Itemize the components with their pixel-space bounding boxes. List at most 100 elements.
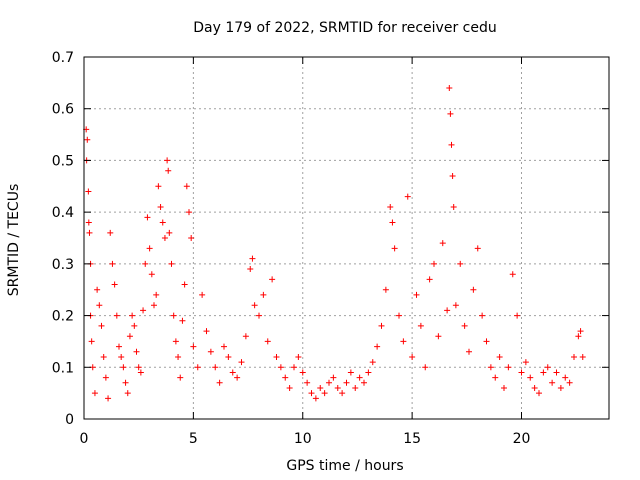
data-point: [194, 364, 201, 371]
data-point: [131, 322, 138, 329]
data-point: [435, 333, 442, 340]
data-point: [207, 348, 214, 355]
data-point: [216, 379, 223, 386]
data-point: [447, 110, 454, 117]
data-point: [111, 281, 118, 288]
data-point: [94, 286, 101, 293]
data-point: [449, 172, 456, 179]
data-point: [157, 203, 164, 210]
data-point: [109, 260, 116, 267]
data-point: [199, 291, 206, 298]
data-point: [175, 353, 182, 360]
y-tick-label: 0.5: [52, 153, 74, 169]
data-points: [83, 85, 586, 402]
data-point: [203, 328, 210, 335]
data-point: [450, 203, 457, 210]
data-point: [566, 379, 573, 386]
data-point: [352, 384, 359, 391]
data-point: [137, 369, 144, 376]
data-point: [501, 384, 507, 391]
data-point: [247, 266, 254, 273]
data-point: [446, 85, 453, 92]
data-point: [91, 390, 98, 397]
data-point: [100, 353, 107, 360]
data-point: [85, 219, 92, 226]
data-point: [536, 390, 542, 397]
data-point: [120, 364, 127, 371]
y-axis-title: SRMTID / TECUs: [6, 184, 22, 297]
data-point: [579, 353, 586, 360]
data-point: [470, 286, 477, 293]
y-tick-label: 0.3: [52, 257, 74, 273]
data-point: [86, 229, 93, 236]
data-point: [466, 348, 472, 355]
data-point: [339, 390, 346, 397]
x-tick-label: 15: [403, 431, 421, 447]
data-point: [165, 167, 172, 174]
data-point: [330, 374, 337, 381]
data-point: [212, 364, 219, 371]
data-point: [369, 359, 376, 366]
data-point: [409, 353, 416, 360]
data-point: [186, 209, 192, 216]
y-tick-label: 0.4: [52, 205, 74, 221]
y-tick-label: 0.2: [52, 309, 74, 325]
data-point: [413, 291, 420, 298]
x-axis-title: GPS time / hours: [286, 458, 403, 474]
data-point: [544, 364, 551, 371]
data-point: [389, 219, 396, 226]
data-point: [299, 369, 306, 376]
data-point: [129, 312, 136, 319]
data-point: [439, 240, 446, 247]
data-point: [107, 229, 114, 236]
data-point: [179, 317, 186, 324]
data-point: [142, 260, 149, 267]
data-point: [444, 307, 451, 314]
data-point: [417, 322, 424, 329]
axis-ticks: 0 0.1 0.2 0.3 0.4 0.5 0.6 0.7 0 5 10 15 20: [52, 50, 609, 447]
data-point: [229, 369, 236, 376]
data-point: [518, 369, 525, 376]
data-point: [264, 338, 271, 345]
data-point: [522, 359, 529, 366]
data-point: [356, 374, 363, 381]
data-point: [422, 364, 429, 371]
data-point: [291, 364, 297, 371]
data-point: [483, 338, 490, 345]
data-point: [242, 333, 249, 340]
plot-frame: [83, 56, 610, 420]
x-tick-label: 0: [80, 431, 89, 447]
data-point: [387, 203, 394, 210]
data-point: [113, 312, 120, 319]
data-point: [172, 338, 179, 345]
data-point: [116, 343, 122, 350]
data-point: [188, 235, 195, 241]
data-point: [146, 245, 153, 252]
data-point: [126, 333, 133, 340]
data-point: [159, 219, 166, 226]
data-point: [505, 364, 512, 371]
data-point: [527, 374, 534, 381]
y-tick-label: 0.7: [52, 50, 74, 66]
data-point: [557, 384, 564, 391]
y-tick-label: 0.6: [52, 102, 74, 118]
data-point: [312, 395, 319, 402]
data-point: [155, 183, 162, 190]
data-point: [404, 193, 411, 200]
data-point: [531, 384, 538, 391]
x-tick-label: 5: [189, 431, 198, 447]
data-point: [181, 281, 188, 288]
data-point: [151, 302, 157, 309]
data-point: [98, 322, 105, 329]
data-point: [378, 322, 385, 329]
data-point: [431, 260, 437, 267]
data-point: [170, 312, 177, 319]
data-point: [391, 245, 398, 252]
data-point: [144, 214, 151, 221]
data-point: [553, 369, 560, 376]
data-point: [382, 286, 389, 293]
data-point: [277, 364, 284, 371]
data-point: [166, 229, 173, 236]
